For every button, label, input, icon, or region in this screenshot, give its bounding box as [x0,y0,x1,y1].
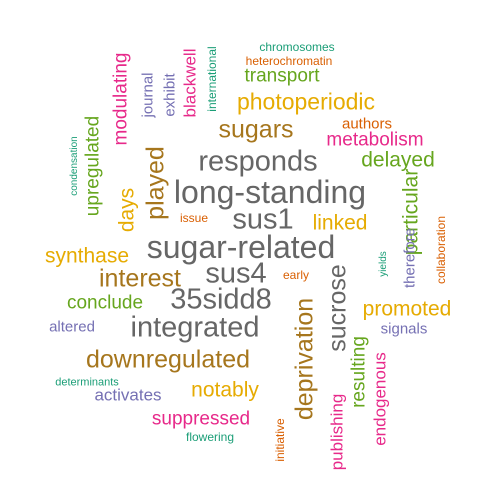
word-activates: activates [94,385,162,405]
word-interest: interest [99,264,181,293]
word-responds: responds [198,145,318,178]
word-sugar-related: sugar-related [146,229,336,265]
word-notably: notably [191,378,259,402]
word-yields: yields [378,251,389,277]
word-sus4: sus4 [205,257,267,290]
word-days: days [115,187,139,233]
word-transport: transport [244,65,320,87]
word-endogenous: endogenous [370,352,390,446]
word-upregulated: upregulated [82,115,104,217]
word-promoted: promoted [362,297,452,321]
word-authors: authors [341,115,393,133]
word-early: early [282,268,310,282]
word-linked: linked [312,211,368,235]
word-sugars: sugars [218,115,294,144]
word-condensation: condensation [69,136,80,196]
word-altered: altered [49,318,95,336]
word-issue: issue [179,211,209,225]
word-integrated: integrated [130,311,260,344]
word-sucrose: sucrose [323,264,352,352]
word-resulting: resulting [348,336,370,408]
word-heterochromatin: heterochromatin [245,54,333,68]
word-downregulated: downregulated [85,345,251,374]
word-blackwell: blackwell [180,48,200,118]
word-conclude: conclude [66,292,144,314]
word-chromosomes: chromosomes [259,40,335,54]
word-signals: signals [380,320,428,338]
word-initiative: initiative [273,418,287,462]
word-synthase: synthase [44,244,130,268]
word-deprivation: deprivation [290,297,319,421]
word-played: played [141,146,170,220]
word-modulating: modulating [110,52,132,146]
word-long-standing: long-standing [173,174,367,210]
word-delayed: delayed [361,148,435,172]
word-35sidd8: 35sidd8 [170,283,272,316]
word-determinants: determinants [55,376,119,389]
word-international: international [205,46,219,112]
word-photoperiodic: photoperiodic [236,88,376,115]
word-therefore: therefore [401,227,419,289]
word-exhibit: exhibit [161,73,179,117]
word-publishing: publishing [327,393,347,471]
word-journal: journal [139,72,157,118]
word-sus1: sus1 [232,203,294,236]
word-flowering: flowering [185,430,235,444]
word-suppressed: suppressed [151,408,251,430]
word-metabolism: metabolism [326,129,424,151]
word-collaboration: collaboration [434,215,448,285]
